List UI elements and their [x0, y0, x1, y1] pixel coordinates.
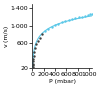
- Point: [33, 58, 34, 59]
- Point: [32, 67, 33, 69]
- Point: [51, 26, 52, 28]
- Point: [58, 23, 59, 24]
- Point: [75, 18, 76, 19]
- Point: [44, 31, 46, 32]
- X-axis label: P (mbar): P (mbar): [49, 79, 76, 84]
- Point: [89, 14, 91, 15]
- Point: [78, 17, 80, 18]
- Point: [32, 63, 34, 64]
- Point: [42, 33, 43, 35]
- Point: [33, 55, 35, 56]
- Point: [47, 28, 49, 30]
- Point: [68, 19, 69, 21]
- Point: [37, 40, 38, 42]
- Point: [54, 25, 56, 26]
- Y-axis label: v (m/s): v (m/s): [4, 26, 9, 47]
- Point: [61, 22, 63, 23]
- Point: [39, 37, 40, 38]
- Point: [64, 21, 66, 22]
- Point: [34, 52, 35, 53]
- Point: [81, 16, 83, 17]
- Point: [71, 19, 73, 20]
- Point: [84, 15, 86, 17]
- Point: [36, 44, 37, 45]
- Point: [91, 13, 93, 14]
- Point: [34, 48, 36, 49]
- Point: [32, 65, 34, 66]
- Point: [32, 66, 33, 67]
- Point: [32, 61, 34, 62]
- Point: [87, 14, 89, 16]
